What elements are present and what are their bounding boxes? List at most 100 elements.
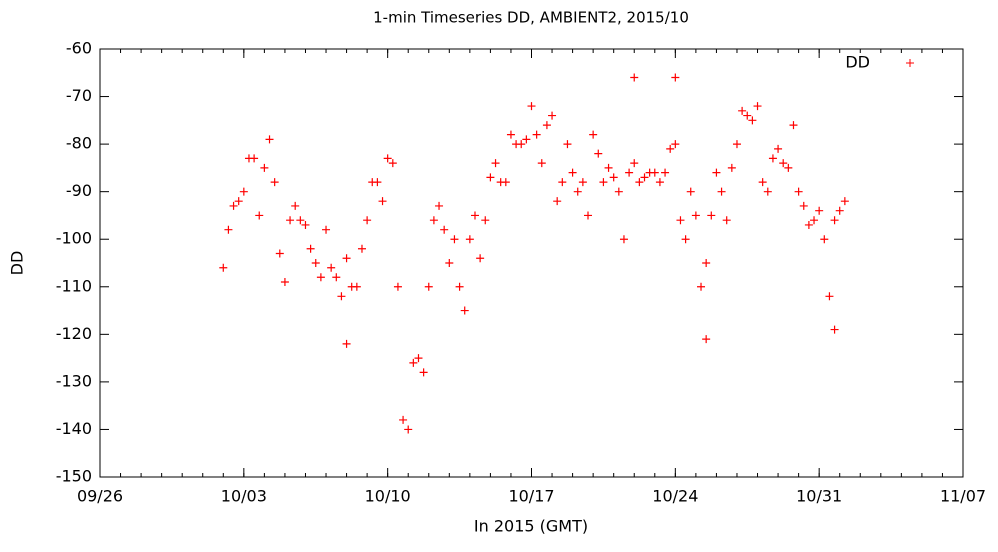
point	[224, 225, 233, 234]
point	[830, 325, 839, 334]
point	[789, 121, 798, 130]
point	[825, 292, 834, 301]
point	[527, 102, 536, 111]
point	[393, 282, 402, 291]
point	[676, 216, 685, 225]
point	[234, 197, 243, 206]
point	[470, 211, 479, 220]
point	[316, 273, 325, 282]
point	[619, 235, 628, 244]
y-tick-label: -110	[56, 276, 92, 295]
point	[722, 216, 731, 225]
point	[435, 201, 444, 210]
point	[804, 220, 813, 229]
point	[352, 282, 361, 291]
point	[363, 216, 372, 225]
point	[609, 173, 618, 182]
point	[440, 225, 449, 234]
point	[594, 149, 603, 158]
point	[229, 201, 238, 210]
point	[712, 168, 721, 177]
chart-title: 1-min Timeseries DD, AMBIENT2, 2015/10	[373, 9, 689, 27]
point	[691, 211, 700, 220]
x-tick-label: 09/26	[77, 487, 123, 506]
point	[296, 216, 305, 225]
x-tick-label: 10/17	[508, 487, 554, 506]
plot-frame	[99, 48, 964, 478]
point	[476, 254, 485, 263]
point	[707, 211, 716, 220]
point	[794, 187, 803, 196]
point	[702, 335, 711, 344]
y-tick-label: -140	[56, 419, 92, 438]
point	[337, 292, 346, 301]
point	[604, 163, 613, 172]
point	[630, 73, 639, 82]
point	[661, 168, 670, 177]
point	[255, 211, 264, 220]
point	[820, 235, 829, 244]
point	[291, 201, 300, 210]
y-tick-label: -80	[66, 134, 92, 153]
point	[465, 235, 474, 244]
x-tick-label: 10/31	[796, 487, 842, 506]
x-tick-label: 10/03	[221, 487, 267, 506]
point	[342, 254, 351, 263]
point	[239, 187, 248, 196]
point	[542, 121, 551, 130]
y-tick-label: -70	[66, 86, 92, 105]
point	[810, 216, 819, 225]
point	[717, 187, 726, 196]
point	[460, 306, 469, 315]
point	[270, 178, 279, 187]
point	[640, 173, 649, 182]
point	[522, 135, 531, 144]
point	[650, 168, 659, 177]
y-tick-label: -90	[66, 181, 92, 200]
point	[265, 135, 274, 144]
point	[840, 197, 849, 206]
point	[774, 144, 783, 153]
point	[327, 263, 336, 272]
point	[486, 173, 495, 182]
point	[743, 111, 752, 120]
point	[332, 273, 341, 282]
point	[584, 211, 593, 220]
point	[219, 263, 228, 272]
point	[702, 259, 711, 267]
legend-label: DD	[845, 53, 870, 72]
point	[378, 197, 387, 206]
point	[286, 216, 295, 225]
point	[768, 154, 777, 163]
point	[686, 187, 695, 196]
point	[671, 140, 680, 149]
y-tick-label: -130	[56, 371, 92, 390]
point	[681, 235, 690, 244]
y-tick-label: -120	[56, 324, 92, 343]
point	[373, 178, 382, 187]
point	[625, 168, 634, 177]
point	[419, 368, 428, 377]
point	[491, 159, 500, 168]
point	[388, 159, 397, 168]
point	[578, 178, 587, 187]
point	[563, 140, 572, 149]
point	[322, 225, 331, 234]
y-tick-label: -150	[56, 467, 92, 486]
point	[738, 106, 747, 115]
point	[589, 130, 598, 139]
point	[784, 163, 793, 172]
point	[666, 144, 675, 153]
x-axis-label: In 2015 (GMT)	[474, 517, 588, 536]
point	[763, 187, 772, 196]
point	[517, 140, 526, 149]
point	[506, 130, 515, 139]
point	[630, 159, 639, 168]
point	[306, 244, 315, 253]
x-tick-label: 10/10	[365, 487, 411, 506]
point	[532, 130, 541, 139]
point	[424, 282, 433, 291]
point	[409, 358, 418, 367]
point	[732, 140, 741, 149]
